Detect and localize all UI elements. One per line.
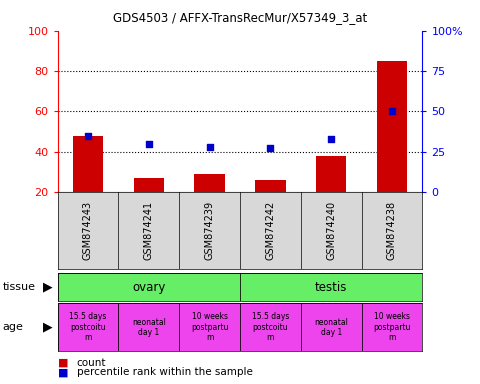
Bar <box>316 156 347 192</box>
Point <box>388 108 396 114</box>
Bar <box>58 273 240 301</box>
Bar <box>240 303 301 351</box>
Bar <box>119 303 179 351</box>
Bar <box>255 180 286 192</box>
Bar <box>377 61 407 192</box>
Text: GSM874243: GSM874243 <box>83 201 93 260</box>
Text: percentile rank within the sample: percentile rank within the sample <box>77 367 252 377</box>
Text: GSM874240: GSM874240 <box>326 201 336 260</box>
Bar <box>240 273 422 301</box>
Text: ▶: ▶ <box>43 321 53 334</box>
Point <box>327 136 335 142</box>
Text: 10 weeks
postpartu
m: 10 weeks postpartu m <box>373 313 411 342</box>
Text: testis: testis <box>315 281 348 293</box>
Text: ▶: ▶ <box>43 281 53 293</box>
Text: 10 weeks
postpartu
m: 10 weeks postpartu m <box>191 313 228 342</box>
Bar <box>301 303 361 351</box>
Bar <box>361 303 422 351</box>
Text: neonatal
day 1: neonatal day 1 <box>314 318 348 337</box>
Point <box>266 146 274 152</box>
Text: 15.5 days
postcoitu
m: 15.5 days postcoitu m <box>252 313 289 342</box>
Text: tissue: tissue <box>2 282 36 292</box>
Bar <box>73 136 103 192</box>
Text: ■: ■ <box>58 358 68 368</box>
Bar <box>179 303 240 351</box>
Text: neonatal
day 1: neonatal day 1 <box>132 318 166 337</box>
Text: GSM874242: GSM874242 <box>265 201 276 260</box>
Point <box>206 144 214 150</box>
Bar <box>133 178 164 192</box>
Point <box>84 132 92 139</box>
Text: 15.5 days
postcoitu
m: 15.5 days postcoitu m <box>69 313 107 342</box>
Point <box>145 141 153 147</box>
Text: GDS4503 / AFFX-TransRecMur/X57349_3_at: GDS4503 / AFFX-TransRecMur/X57349_3_at <box>113 12 367 25</box>
Bar <box>58 303 119 351</box>
Text: count: count <box>77 358 106 368</box>
Text: age: age <box>2 322 23 333</box>
Text: GSM874238: GSM874238 <box>387 201 397 260</box>
Text: GSM874241: GSM874241 <box>144 201 154 260</box>
Text: ovary: ovary <box>132 281 166 293</box>
Text: GSM874239: GSM874239 <box>204 201 215 260</box>
Text: ■: ■ <box>58 367 68 377</box>
Bar <box>194 174 225 192</box>
